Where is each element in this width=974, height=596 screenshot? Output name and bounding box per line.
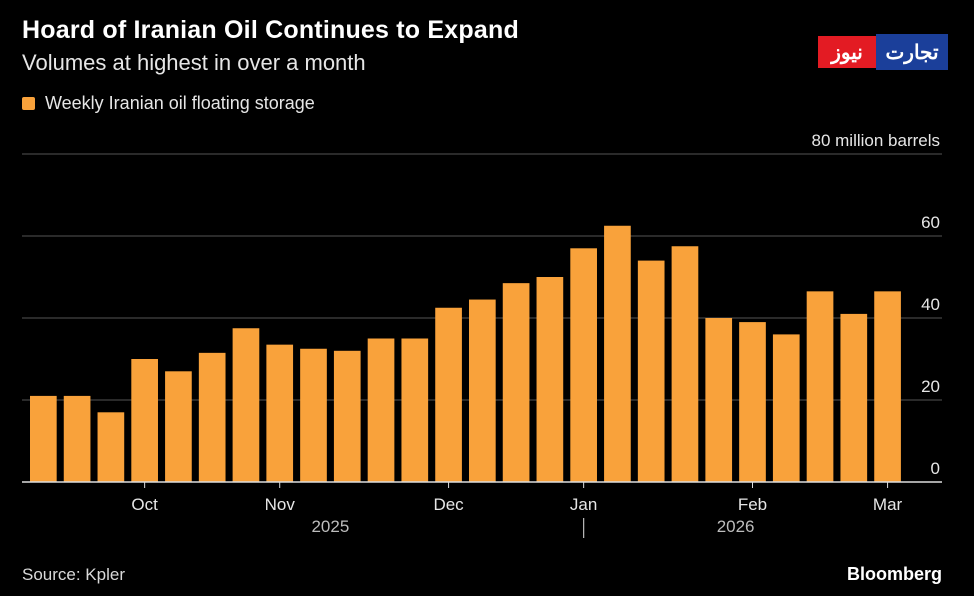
bar	[232, 328, 260, 482]
bar	[671, 246, 699, 482]
x-tick-label: Oct	[131, 495, 158, 514]
bar	[840, 313, 868, 482]
bar	[772, 334, 800, 482]
bar	[300, 348, 327, 482]
bar	[165, 371, 192, 482]
y-tick-label: 40	[921, 295, 940, 314]
legend-swatch	[22, 97, 35, 110]
bar	[401, 338, 429, 482]
bar	[333, 350, 361, 482]
chart-legend: Weekly Iranian oil floating storage	[22, 93, 315, 114]
year-label: 2025	[311, 517, 349, 536]
bar	[469, 299, 496, 482]
x-tick-label: Feb	[738, 495, 767, 514]
bar	[367, 338, 395, 482]
bar	[131, 359, 158, 482]
bar	[30, 395, 57, 482]
x-tick-label: Dec	[433, 495, 464, 514]
year-label: 2026	[717, 517, 755, 536]
bar	[604, 225, 631, 482]
bar	[739, 322, 766, 482]
bar	[536, 277, 564, 482]
publisher-logo: نیوز تجارت	[818, 34, 950, 70]
bar	[198, 352, 226, 482]
bar	[637, 260, 665, 482]
bar	[806, 291, 834, 482]
x-tick-label: Mar	[873, 495, 903, 514]
y-tick-label: 0	[931, 459, 940, 478]
y-tick-label: 60	[921, 213, 940, 232]
x-tick-label: Nov	[265, 495, 296, 514]
bar	[435, 307, 462, 482]
brand-label: Bloomberg	[846, 564, 942, 584]
bar	[874, 291, 901, 482]
bar	[266, 344, 294, 482]
bar	[63, 395, 91, 482]
bar-chart: 0 20 40 60 80 million barrels Oct Nov Dec Jan Feb…	[22, 131, 942, 538]
logo-left-block: نیوز	[818, 36, 876, 68]
y-tick-label: 20	[921, 377, 940, 396]
source-note: Source: Kpler	[22, 565, 125, 584]
bar	[705, 318, 733, 482]
bar	[97, 412, 125, 482]
y-tick-label: 80 million barrels	[812, 131, 941, 150]
bar	[502, 283, 530, 482]
chart-subtitle: Volumes at highest in over a month	[22, 50, 366, 75]
x-tick-label: Jan	[570, 495, 597, 514]
legend-label: Weekly Iranian oil floating storage	[45, 93, 315, 113]
bar	[570, 248, 597, 482]
logo-right-block: تجارت	[876, 34, 948, 70]
chart-title: Hoard of Iranian Oil Continues to Expand	[22, 16, 519, 44]
